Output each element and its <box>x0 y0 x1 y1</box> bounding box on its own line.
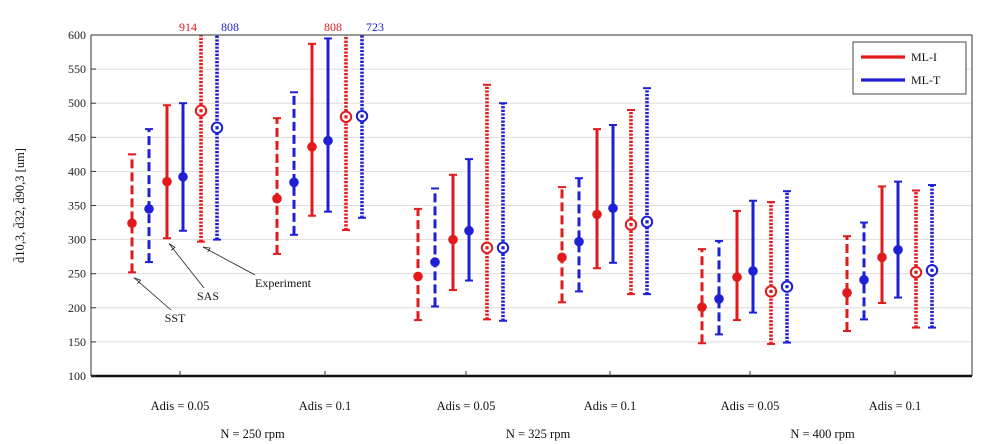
clipped-value-label: 914 <box>179 20 197 34</box>
mean-marker <box>877 252 887 263</box>
mean-marker <box>748 266 758 276</box>
x-group-label: N = 325 rpm <box>506 427 571 441</box>
y-tick-label: 400 <box>68 164 86 178</box>
mean-marker <box>608 203 618 214</box>
x-category-label: Adis = 0.1 <box>869 399 922 413</box>
legend-label: ML-T <box>911 73 941 87</box>
mean-marker-core <box>199 109 203 113</box>
annotation-arrow <box>168 243 205 289</box>
y-tick-label: 350 <box>68 199 86 213</box>
mean-marker <box>323 135 333 146</box>
y-tick-label: 450 <box>68 130 86 144</box>
mean-marker <box>859 275 869 285</box>
mean-marker <box>162 176 172 187</box>
x-group-label: N = 250 rpm <box>220 427 285 441</box>
mean-marker-core <box>215 126 219 130</box>
y-tick-label: 500 <box>68 96 86 110</box>
mean-marker <box>574 236 584 247</box>
error-bars <box>127 35 939 345</box>
y-tick-label: 150 <box>68 335 86 349</box>
mean-marker-core <box>914 270 918 274</box>
mean-marker <box>272 193 282 204</box>
annotation-sas: SAS <box>197 289 219 303</box>
mean-marker <box>893 245 903 255</box>
y-tick-label: 300 <box>68 233 86 247</box>
x-category-label: Adis = 0.1 <box>299 399 352 413</box>
grid-lines <box>91 34 972 343</box>
legend-box <box>852 41 967 95</box>
mean-marker <box>289 177 299 188</box>
annotation-arrow <box>133 277 172 311</box>
mean-marker <box>178 172 188 182</box>
labels: 100 150 200 250 300 350 400 450 500 550 600 914 808 A… <box>13 20 921 441</box>
mean-marker <box>413 271 423 282</box>
y-tick-label: 100 <box>68 369 86 383</box>
mean-marker <box>430 257 440 267</box>
axes <box>90 34 973 378</box>
x-category-label: Adis = 0.05 <box>151 399 210 413</box>
mean-marker <box>842 287 852 298</box>
x-category-label: Adis = 0.1 <box>584 399 637 413</box>
mean-marker <box>307 142 317 152</box>
arrowhead <box>133 277 142 285</box>
y-tick-label: 250 <box>68 267 86 281</box>
mean-marker <box>697 302 707 312</box>
annotation-sst: SST <box>165 311 186 325</box>
y-tick-label: 200 <box>68 301 86 315</box>
y-tick-label: 600 <box>68 28 86 42</box>
mean-marker-core <box>485 246 489 250</box>
annotation-arrow <box>202 246 256 276</box>
mean-marker-core <box>645 220 649 224</box>
mean-marker <box>557 252 567 263</box>
mean-marker <box>144 204 154 214</box>
mean-marker-core <box>930 268 934 272</box>
mean-marker-core <box>344 115 348 119</box>
x-category-label: Adis = 0.05 <box>721 399 780 413</box>
y-tick-label: 550 <box>68 62 86 76</box>
arrowhead <box>202 246 211 253</box>
mean-marker-core <box>785 285 789 289</box>
mean-marker-core <box>629 222 633 227</box>
mean-marker <box>714 294 724 304</box>
annotation-experiment: Experiment <box>255 276 312 290</box>
mean-marker-core <box>360 114 364 118</box>
mean-marker <box>448 234 458 245</box>
y-axis-label: d̄10,3, d̄32, d̄90,3 [um] <box>13 148 27 263</box>
clipped-value-label: 808 <box>221 20 239 34</box>
arrowhead <box>168 243 176 251</box>
mean-marker <box>732 272 742 282</box>
mean-marker-core <box>769 289 773 294</box>
clipped-value-label: 723 <box>366 20 384 34</box>
mean-marker <box>464 225 474 236</box>
legend: ML-I ML-T <box>852 41 967 95</box>
mean-marker <box>127 218 137 229</box>
legend-label: ML-I <box>911 50 937 64</box>
x-category-label: Adis = 0.05 <box>437 399 496 413</box>
mean-marker <box>592 209 602 220</box>
mean-marker-core <box>501 246 505 250</box>
clipped-value-label: 808 <box>324 20 342 34</box>
x-group-label: N = 400 rpm <box>790 427 855 441</box>
